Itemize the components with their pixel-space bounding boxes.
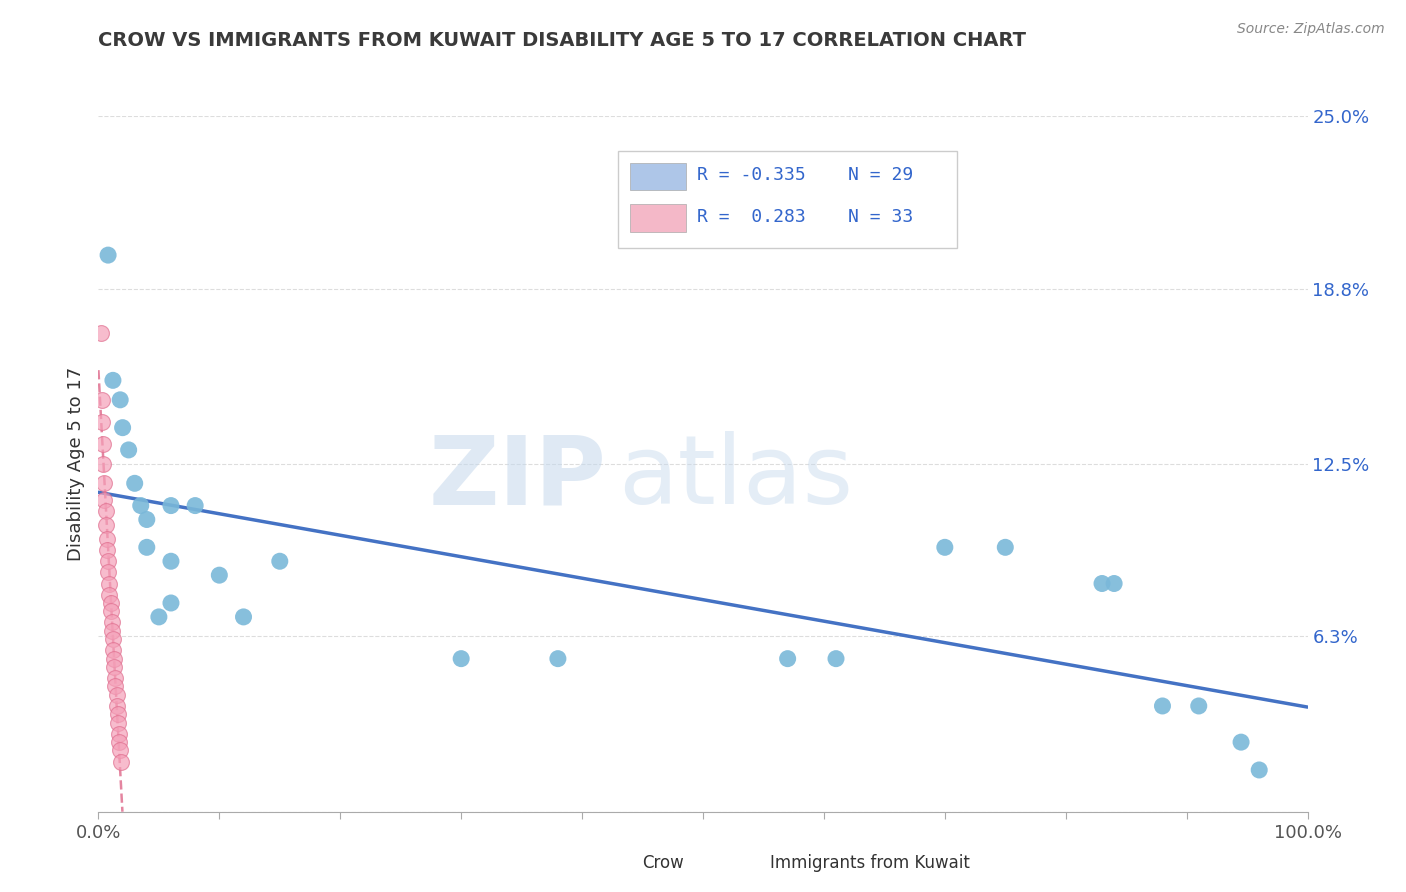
Text: atlas: atlas [619, 431, 853, 524]
Point [101, 373, 124, 387]
Text: R = -0.335: R = -0.335 [697, 166, 806, 184]
FancyBboxPatch shape [630, 162, 686, 190]
Point [100, 615, 122, 630]
Point [90, 326, 112, 340]
Text: R =  0.283: R = 0.283 [697, 208, 806, 226]
Point [269, 554, 291, 568]
Point [1230, 735, 1253, 749]
Point [1091, 576, 1114, 591]
Point [129, 499, 152, 513]
Point [97, 248, 120, 262]
Point [160, 596, 183, 610]
Point [135, 512, 157, 526]
Point [994, 541, 1017, 555]
Point [97, 566, 120, 580]
Text: ZIP: ZIP [429, 431, 606, 524]
Point [91, 415, 114, 429]
Text: N = 33: N = 33 [848, 208, 914, 226]
Point [103, 660, 125, 674]
FancyBboxPatch shape [598, 855, 638, 878]
Text: CROW VS IMMIGRANTS FROM KUWAIT DISABILITY AGE 5 TO 17 CORRELATION CHART: CROW VS IMMIGRANTS FROM KUWAIT DISABILIT… [98, 31, 1026, 50]
Point [104, 671, 127, 685]
Point [101, 643, 124, 657]
Text: Immigrants from Kuwait: Immigrants from Kuwait [769, 854, 969, 871]
Point [124, 476, 146, 491]
Point [107, 715, 129, 730]
FancyBboxPatch shape [619, 151, 957, 248]
Point [97, 554, 120, 568]
Point [110, 755, 132, 769]
Point [208, 568, 231, 582]
Point [91, 437, 114, 451]
Point [148, 610, 170, 624]
Point [1249, 763, 1271, 777]
Point [93, 493, 115, 508]
Point [105, 688, 128, 702]
Point [91, 392, 114, 407]
Point [100, 624, 122, 638]
Point [94, 518, 117, 533]
Point [96, 532, 118, 546]
Point [107, 707, 129, 722]
Point [100, 596, 122, 610]
Point [232, 610, 254, 624]
Point [105, 698, 128, 713]
Point [135, 541, 157, 555]
Point [103, 651, 125, 665]
Point [100, 604, 122, 618]
Point [160, 499, 183, 513]
Point [93, 476, 115, 491]
Point [108, 743, 131, 757]
Point [96, 543, 118, 558]
Point [91, 457, 114, 471]
Point [111, 420, 134, 434]
Text: Source: ZipAtlas.com: Source: ZipAtlas.com [1237, 22, 1385, 37]
Point [118, 442, 141, 457]
Y-axis label: Disability Age 5 to 17: Disability Age 5 to 17 [66, 367, 84, 561]
Text: Crow: Crow [643, 854, 685, 871]
Point [934, 541, 956, 555]
Point [450, 651, 472, 665]
Point [184, 499, 207, 513]
Point [1152, 698, 1174, 713]
Point [776, 651, 799, 665]
Point [94, 504, 117, 518]
Point [108, 735, 131, 749]
Point [108, 392, 131, 407]
Point [108, 727, 131, 741]
Point [160, 554, 183, 568]
Text: N = 29: N = 29 [848, 166, 914, 184]
Point [104, 680, 127, 694]
Point [98, 576, 121, 591]
Point [825, 651, 848, 665]
FancyBboxPatch shape [724, 855, 766, 878]
Point [1188, 698, 1211, 713]
Point [98, 588, 121, 602]
Point [547, 651, 569, 665]
Point [101, 632, 124, 647]
Point [1102, 576, 1125, 591]
FancyBboxPatch shape [630, 204, 686, 232]
